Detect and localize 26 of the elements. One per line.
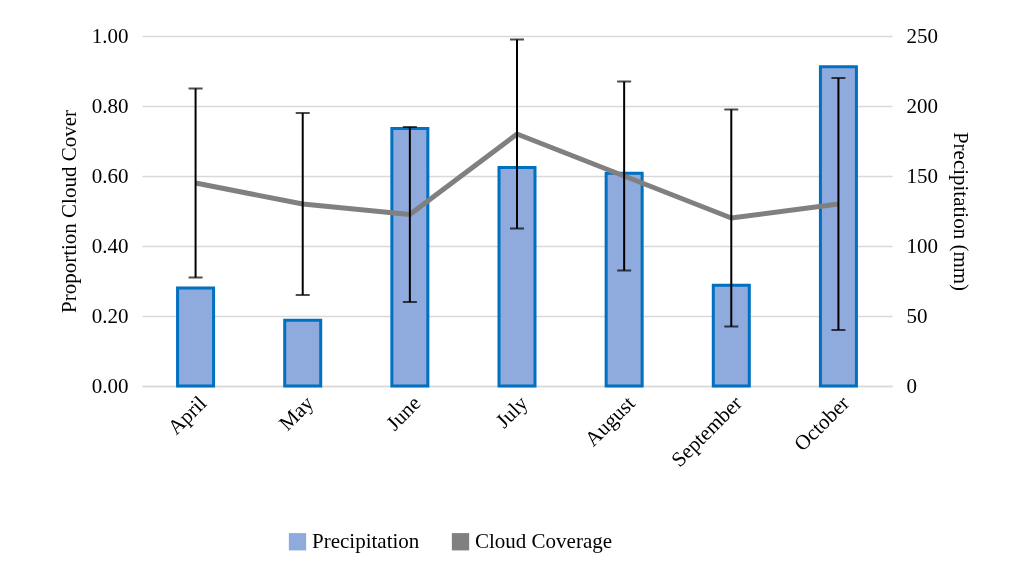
bar: [283, 318, 323, 388]
y-tick-label: 0.20: [91, 303, 129, 328]
bar: [711, 283, 751, 388]
y2-tick-label: 150: [906, 163, 938, 188]
bar: [604, 171, 644, 388]
y-tick-label: 0.40: [91, 233, 129, 258]
bar: [390, 126, 430, 388]
y2-tick-label: 100: [906, 233, 938, 258]
legend-label: Cloud Coverage: [475, 528, 613, 553]
bar: [497, 166, 537, 388]
bar: [176, 286, 216, 388]
y2-tick-label: 200: [906, 93, 938, 118]
y-tick-label: 1.00: [91, 23, 129, 48]
legend-label: Precipitation: [312, 528, 420, 553]
y2-tick-label: 0: [906, 373, 917, 398]
y-tick-label: 0.80: [91, 93, 129, 118]
y2-tick-label: 50: [906, 303, 928, 328]
y-tick-label: 0.60: [91, 163, 129, 188]
x-tick-label: May: [274, 390, 319, 436]
y2-tick-label: 250: [906, 23, 938, 48]
x-tick-label: June: [381, 391, 426, 436]
y-axis-title: Proportion Cloud Cover: [56, 110, 81, 313]
y-tick-label: 0.00: [91, 373, 129, 398]
x-tick-label: July: [490, 390, 533, 433]
bar: [818, 65, 858, 388]
y2-axis-title: Precipitation (mm): [949, 131, 973, 292]
